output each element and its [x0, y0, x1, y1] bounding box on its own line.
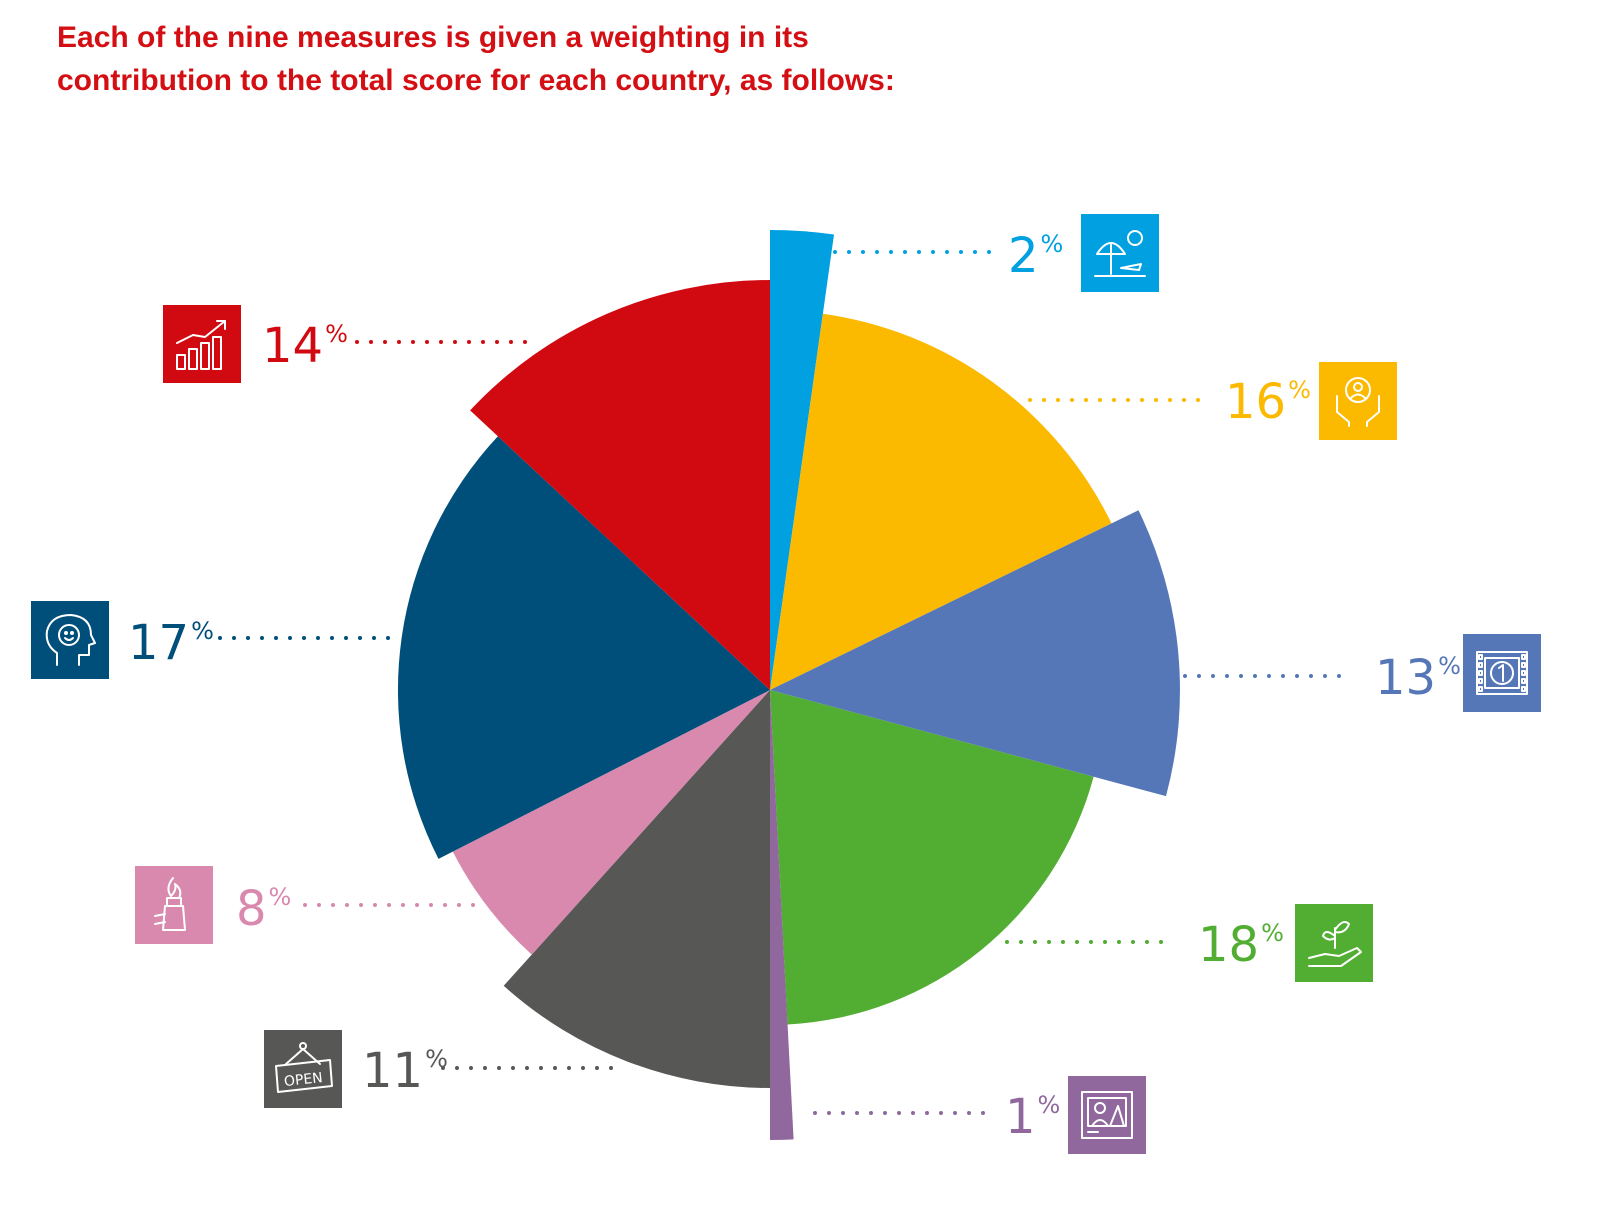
pie-slice-18 [770, 690, 1094, 1025]
slice-label-14: 14% [262, 318, 348, 374]
growth-chart-icon [163, 305, 241, 383]
percent-sign: % [191, 617, 214, 645]
title-line-2: contribution to the total score for each… [57, 64, 895, 97]
hands-person-icon [1319, 362, 1397, 440]
slice-label-18: 18% [1198, 917, 1284, 973]
slice-label-16: 16% [1225, 374, 1311, 430]
percent-sign: % [425, 1045, 448, 1073]
open-sign-icon: OPEN [264, 1030, 342, 1108]
pie-slices [397, 230, 1180, 1141]
percent-sign: % [269, 883, 292, 911]
percent-sign: % [1438, 652, 1461, 680]
pie-slice-2 [770, 230, 834, 690]
torch-hand-icon [135, 866, 213, 944]
chart-title: Each of the nine measures is given a wei… [57, 21, 895, 97]
head-smile-icon [31, 601, 109, 679]
svg-text:OPEN: OPEN [283, 1070, 323, 1090]
slice-value: 17 [128, 615, 189, 671]
slice-label-17: 17% [128, 615, 214, 671]
slice-label-1: 1% [1005, 1089, 1060, 1145]
slice-value: 2 [1008, 228, 1039, 284]
slice-value: 16 [1225, 374, 1286, 430]
percent-sign: % [1288, 376, 1311, 404]
slice-icons: OPEN [31, 214, 1541, 1154]
pie-slice-11 [503, 690, 770, 1088]
image-frame-icon [1068, 1076, 1146, 1154]
pie-slice-1 [770, 690, 794, 1141]
percent-sign: % [1041, 230, 1064, 258]
hand-plant-icon [1295, 904, 1373, 982]
percent-sign: % [1038, 1091, 1061, 1119]
slice-label-11: 11% [362, 1043, 448, 1099]
beach-umbrella-icon [1081, 214, 1159, 292]
icon-tile [1068, 1076, 1146, 1154]
slice-label-13: 13% [1375, 650, 1461, 706]
percent-sign: % [1261, 919, 1284, 947]
slice-label-2: 2% [1008, 228, 1063, 284]
slice-labels: 2%16%13%18%1%11%8%17%14% [128, 228, 1461, 1145]
slice-value: 13 [1375, 650, 1436, 706]
slice-value: 14 [262, 318, 323, 374]
pie-slice-14 [470, 279, 770, 690]
slice-value: 18 [1198, 917, 1259, 973]
percent-sign: % [325, 320, 348, 348]
pie-slice-16 [770, 313, 1112, 690]
film-strip-icon [1463, 634, 1541, 712]
pie-slice-8 [452, 690, 770, 955]
pie-slice-17 [397, 436, 770, 859]
slice-value: 8 [236, 881, 267, 937]
slice-value: 11 [362, 1043, 423, 1099]
title-line-1: Each of the nine measures is given a wei… [57, 21, 809, 54]
slice-label-8: 8% [236, 881, 291, 937]
leader-lines [218, 250, 1352, 1115]
slice-value: 1 [1005, 1089, 1036, 1145]
pie-slice-13 [770, 510, 1180, 797]
